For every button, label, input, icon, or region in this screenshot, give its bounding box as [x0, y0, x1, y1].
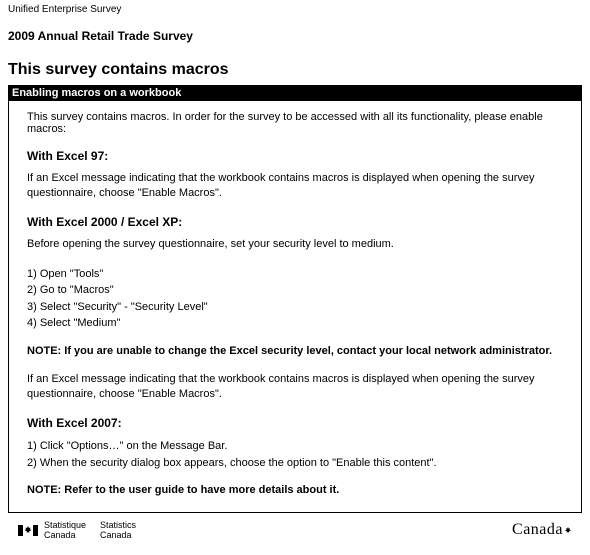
canada-wordmark: Canada — [512, 521, 572, 540]
page: Unified Enterprise Survey 2009 Annual Re… — [0, 0, 590, 555]
excel2007-note: NOTE: Refer to the user guide to have mo… — [27, 483, 563, 498]
excel97-text: If an Excel message indicating that the … — [27, 171, 563, 201]
step-item: 1) Open "Tools" — [27, 266, 563, 283]
statcan-en-line1: Statistics — [100, 521, 136, 531]
wordmark-text: Canad — [512, 521, 555, 539]
statcan-en-line2: Canada — [100, 531, 136, 541]
statcan-fr-line1: Statistique — [44, 521, 86, 531]
excel2007-steps: 1) Click "Options…" on the Message Bar. … — [27, 438, 563, 471]
excel97-heading: With Excel 97: — [27, 149, 563, 163]
step-item: 3) Select "Security" - "Security Level" — [27, 299, 563, 316]
excel2007-heading: With Excel 2007: — [27, 416, 563, 430]
step-item: 4) Select "Medium" — [27, 315, 563, 332]
footer-left: Statistique Canada Statistics Canada — [18, 521, 136, 541]
step-item: 2) Go to "Macros" — [27, 282, 563, 299]
statcan-fr: Statistique Canada — [44, 521, 86, 541]
statcan-en: Statistics Canada — [100, 521, 136, 541]
survey-title: 2009 Annual Retail Trade Survey — [8, 29, 582, 43]
excel2000-text2: If an Excel message indicating that the … — [27, 372, 563, 402]
wordmark-a-flag: a — [555, 521, 563, 539]
intro-text: This survey contains macros. In order fo… — [27, 111, 563, 135]
statcan-bilingual: Statistique Canada Statistics Canada — [44, 521, 136, 541]
step-item: 2) When the security dialog box appears,… — [27, 455, 563, 472]
footer: Statistique Canada Statistics Canada Can… — [8, 513, 582, 547]
excel2000-note: NOTE: If you are unable to change the Ex… — [27, 344, 563, 359]
wordmark-flag-icon — [564, 522, 572, 540]
step-item: 1) Click "Options…" on the Message Bar. — [27, 438, 563, 455]
excel2000-text: Before opening the survey questionnaire,… — [27, 237, 563, 252]
statcan-fr-line2: Canada — [44, 531, 86, 541]
content-box: This survey contains macros. In order fo… — [8, 101, 582, 513]
top-label: Unified Enterprise Survey — [8, 4, 582, 15]
macros-heading: This survey contains macros — [8, 61, 582, 79]
excel2000-heading: With Excel 2000 / Excel XP: — [27, 215, 563, 229]
section-header-bar: Enabling macros on a workbook — [8, 85, 582, 101]
canada-flag-icon — [18, 525, 38, 536]
excel2000-steps: 1) Open "Tools" 2) Go to "Macros" 3) Sel… — [27, 266, 563, 332]
